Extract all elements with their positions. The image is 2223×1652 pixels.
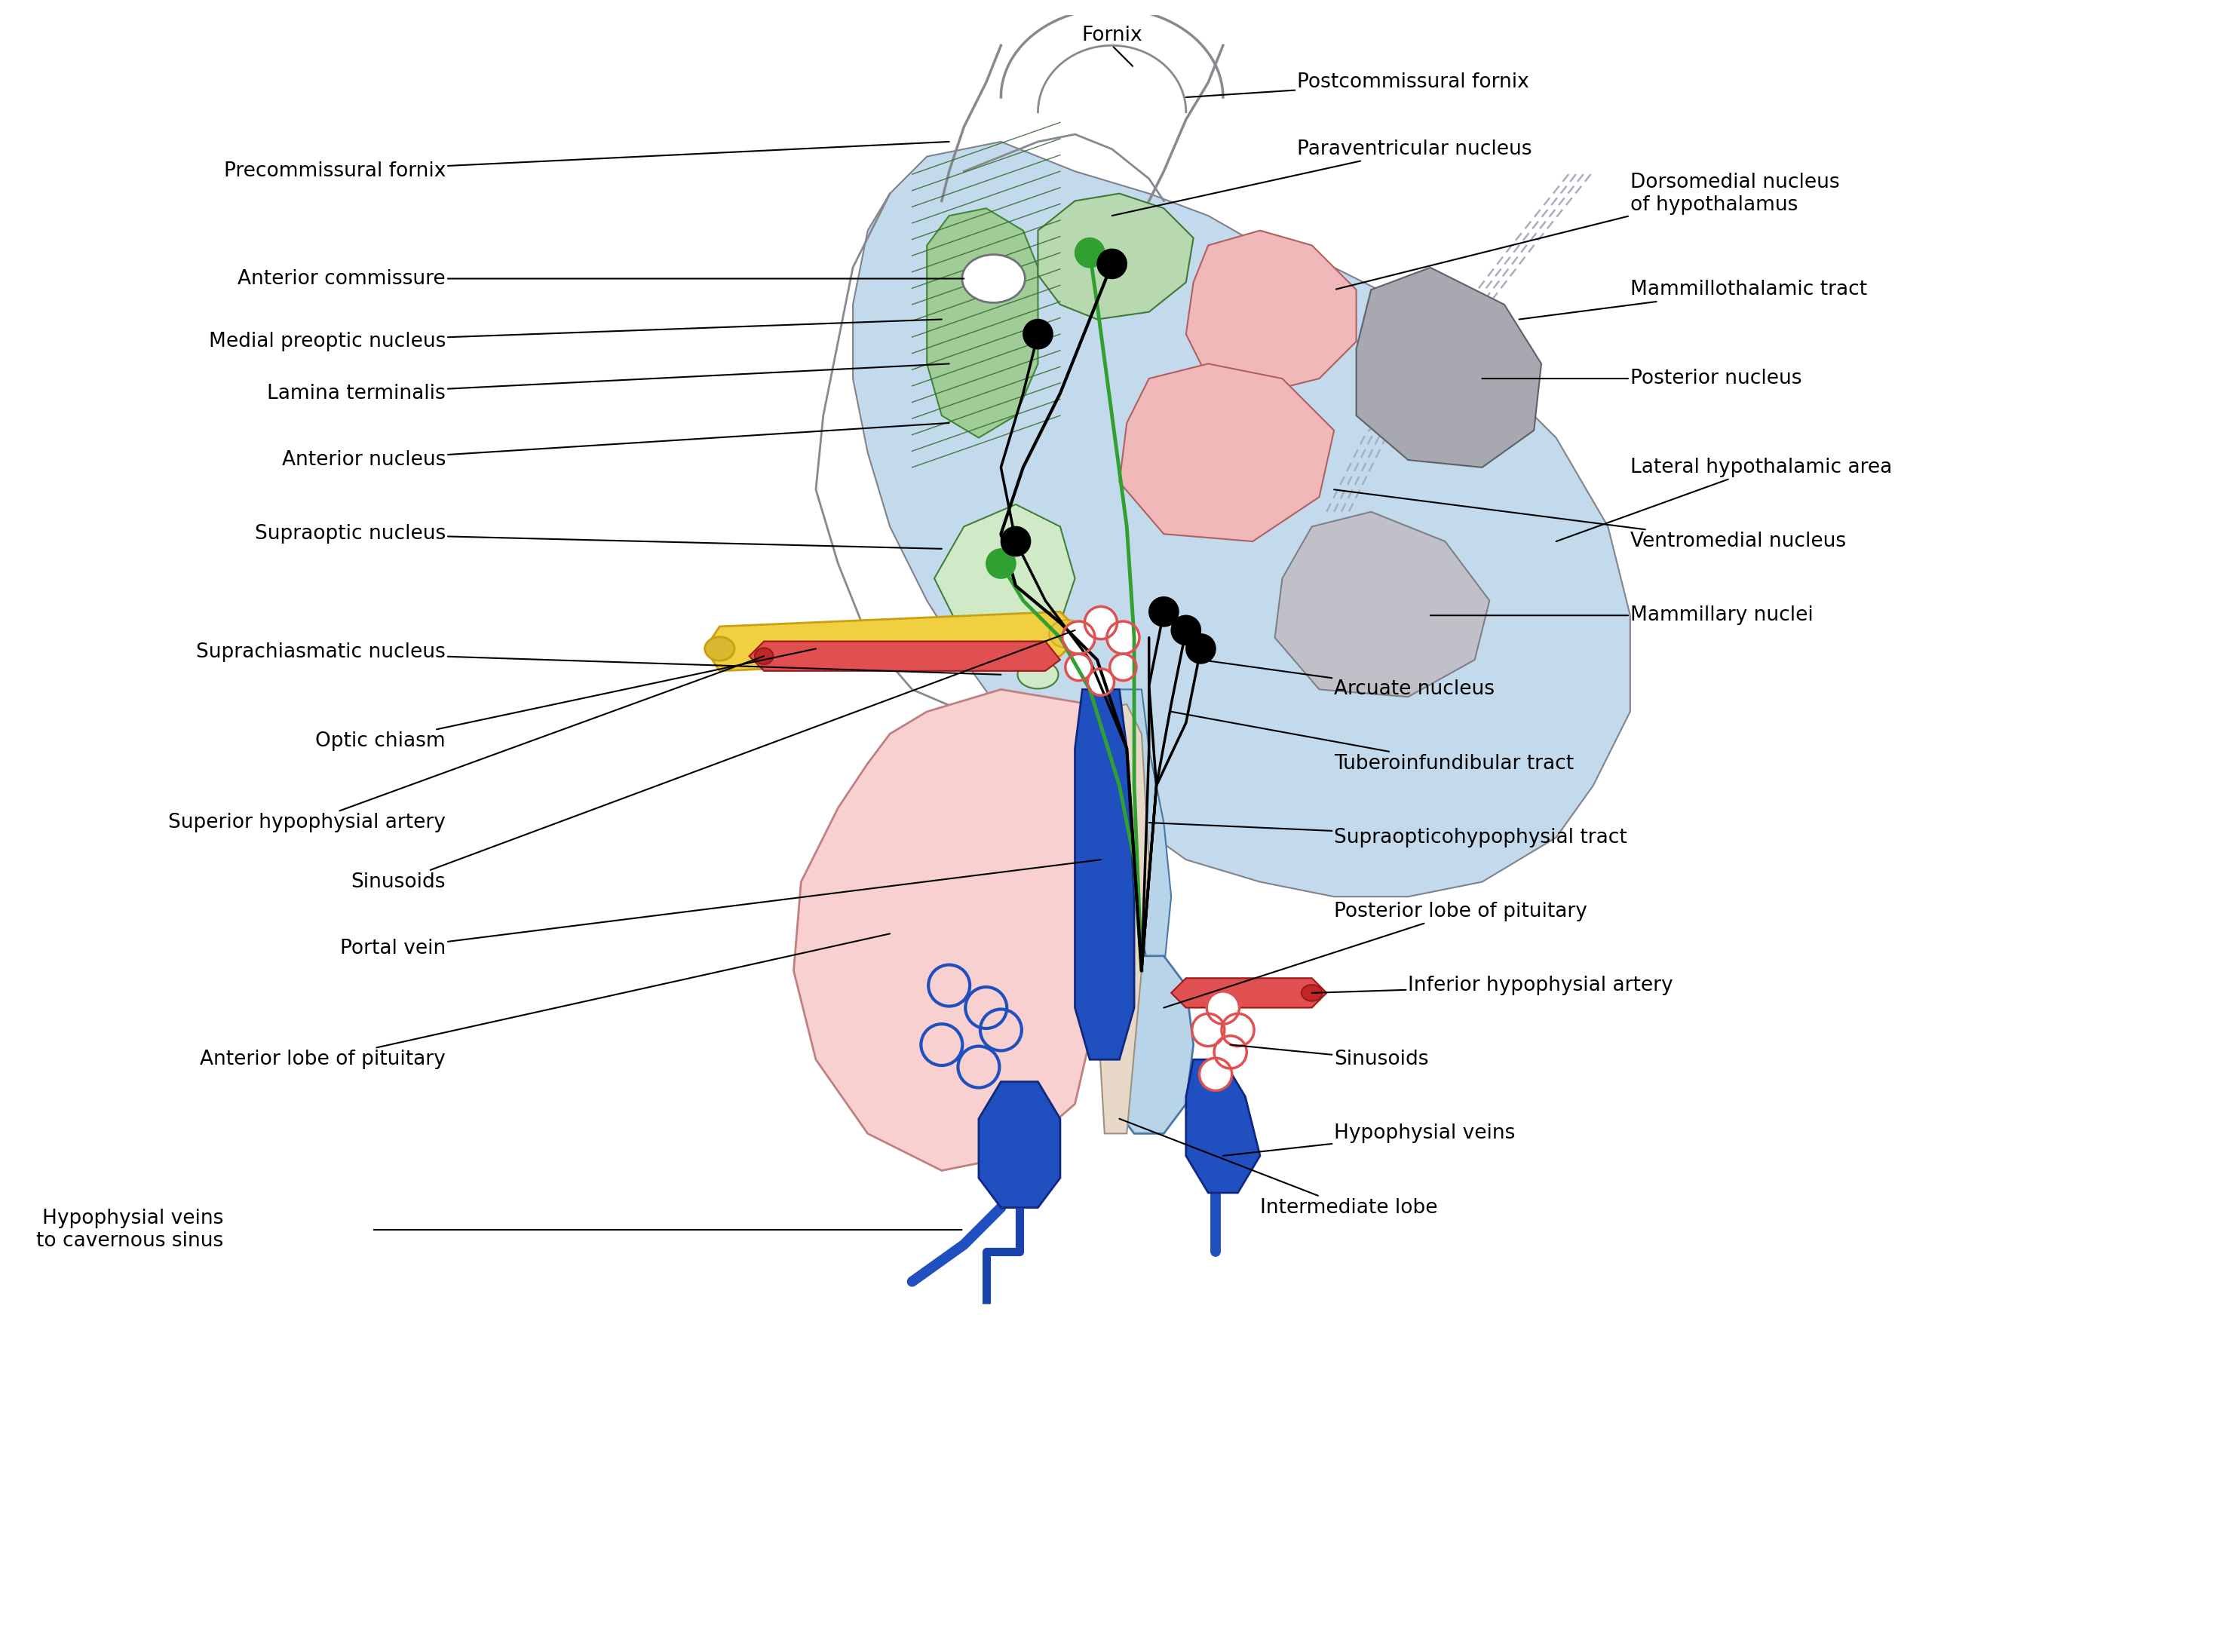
Circle shape (1063, 621, 1096, 654)
Text: Inferior hypophysial artery: Inferior hypophysial artery (1312, 976, 1674, 995)
Polygon shape (1089, 704, 1149, 1133)
Circle shape (1000, 527, 1031, 557)
Polygon shape (1076, 689, 1134, 1059)
Circle shape (965, 986, 1007, 1029)
Text: Supraoptic nucleus: Supraoptic nucleus (256, 524, 943, 548)
Ellipse shape (963, 254, 1025, 302)
Polygon shape (854, 142, 1629, 897)
Circle shape (1109, 654, 1136, 681)
Polygon shape (1274, 512, 1489, 697)
Polygon shape (749, 641, 1060, 671)
Text: Posterior nucleus: Posterior nucleus (1483, 368, 1801, 388)
Ellipse shape (756, 648, 774, 664)
Text: Paraventricular nucleus: Paraventricular nucleus (1112, 139, 1532, 216)
Polygon shape (927, 208, 1038, 438)
Text: Lamina terminalis: Lamina terminalis (267, 363, 949, 403)
Text: Anterior lobe of pituitary: Anterior lobe of pituitary (200, 933, 889, 1069)
Circle shape (1192, 1014, 1225, 1046)
Polygon shape (1105, 957, 1194, 1133)
Polygon shape (978, 1082, 1060, 1208)
Circle shape (1172, 616, 1200, 644)
Circle shape (1107, 621, 1140, 654)
Polygon shape (794, 689, 1112, 1171)
Polygon shape (1187, 1059, 1260, 1193)
Text: Optic chiasm: Optic chiasm (316, 649, 816, 752)
Circle shape (1200, 1057, 1232, 1090)
Ellipse shape (705, 638, 734, 661)
Text: Anterior commissure: Anterior commissure (238, 269, 965, 289)
Circle shape (1076, 238, 1105, 268)
Text: Superior hypophysial artery: Superior hypophysial artery (169, 656, 765, 833)
Text: Hypophysial veins
to cavernous sinus: Hypophysial veins to cavernous sinus (36, 1209, 225, 1251)
Circle shape (1207, 991, 1238, 1024)
Text: Sinusoids: Sinusoids (1229, 1044, 1429, 1069)
Text: Ventromedial nucleus: Ventromedial nucleus (1334, 489, 1845, 552)
Polygon shape (1098, 689, 1172, 971)
Circle shape (987, 548, 1016, 578)
Circle shape (1023, 319, 1054, 349)
Text: Medial preoptic nucleus: Medial preoptic nucleus (209, 319, 943, 352)
Text: Posterior lobe of pituitary: Posterior lobe of pituitary (1165, 902, 1587, 1008)
Text: Arcuate nucleus: Arcuate nucleus (1200, 659, 1494, 699)
Text: Sinusoids: Sinusoids (351, 629, 1076, 892)
Text: Fornix: Fornix (1083, 26, 1143, 46)
Circle shape (1187, 634, 1216, 664)
Circle shape (1065, 654, 1091, 681)
Circle shape (980, 1009, 1023, 1051)
Polygon shape (705, 611, 1083, 671)
Polygon shape (1172, 978, 1327, 1008)
Circle shape (1085, 606, 1118, 639)
Ellipse shape (1018, 661, 1058, 689)
Circle shape (929, 965, 969, 1006)
Text: Suprachiasmatic nucleus: Suprachiasmatic nucleus (196, 643, 1000, 674)
Polygon shape (1120, 363, 1334, 542)
Circle shape (1220, 1014, 1254, 1046)
Circle shape (1087, 669, 1114, 695)
Circle shape (920, 1024, 963, 1066)
Text: Precommissural fornix: Precommissural fornix (225, 142, 949, 182)
Text: Dorsomedial nucleus
of hypothalamus: Dorsomedial nucleus of hypothalamus (1629, 172, 1838, 215)
Polygon shape (934, 504, 1076, 644)
Polygon shape (1038, 193, 1194, 319)
Text: Mammillothalamic tract: Mammillothalamic tract (1518, 279, 1867, 319)
Text: Mammillary nuclei: Mammillary nuclei (1429, 606, 1814, 624)
Circle shape (1214, 1036, 1247, 1069)
Text: Portal vein: Portal vein (340, 859, 1100, 958)
Circle shape (958, 1046, 1000, 1087)
Polygon shape (1356, 268, 1541, 468)
Circle shape (1149, 596, 1178, 626)
Text: Anterior nucleus: Anterior nucleus (282, 423, 949, 469)
Text: Intermediate lobe: Intermediate lobe (1120, 1118, 1438, 1218)
Text: Postcommissural fornix: Postcommissural fornix (1187, 73, 1529, 97)
Text: Tuberoinfundibular tract: Tuberoinfundibular tract (1172, 712, 1574, 773)
Text: Hypophysial veins: Hypophysial veins (1223, 1123, 1516, 1156)
Circle shape (1098, 249, 1127, 279)
Text: Lateral hypothalamic area: Lateral hypothalamic area (1556, 458, 1892, 542)
Text: Supraopticohypophysial tract: Supraopticohypophysial tract (1149, 823, 1627, 847)
Polygon shape (1187, 231, 1356, 393)
Ellipse shape (1300, 985, 1323, 1001)
Ellipse shape (1049, 620, 1087, 648)
